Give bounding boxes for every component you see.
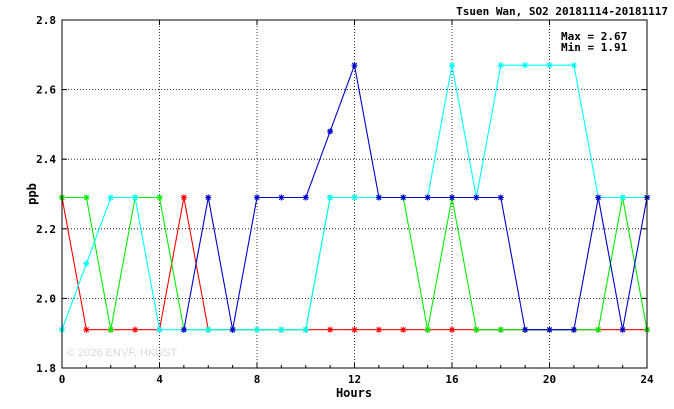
series-line bbox=[183, 63, 648, 331]
y-axis-label: ppb bbox=[25, 183, 39, 205]
x-tick-label: 16 bbox=[445, 373, 459, 386]
data-point bbox=[424, 326, 431, 333]
data-point bbox=[449, 62, 455, 69]
data-point bbox=[449, 326, 455, 333]
data-point bbox=[351, 62, 358, 69]
data-point bbox=[522, 62, 529, 69]
data-point bbox=[180, 194, 187, 201]
data-point bbox=[180, 326, 187, 333]
x-tick-label: 0 bbox=[59, 373, 66, 386]
data-point bbox=[132, 326, 139, 333]
max-annotation: Max = 2.67 bbox=[561, 30, 627, 43]
data-point bbox=[400, 194, 407, 201]
data-point bbox=[156, 194, 163, 201]
chart-title: Tsuen Wan, SO2 20181114-20181117 bbox=[456, 5, 668, 18]
data-point bbox=[375, 326, 382, 333]
data-point bbox=[497, 194, 504, 201]
data-point bbox=[619, 194, 626, 201]
x-tick-label: 20 bbox=[543, 373, 556, 386]
data-point bbox=[424, 194, 431, 201]
data-point bbox=[83, 194, 90, 201]
data-point bbox=[595, 326, 602, 333]
data-point bbox=[302, 326, 309, 333]
data-point bbox=[327, 194, 334, 201]
data-point bbox=[278, 326, 285, 333]
y-tick-label: 2.2 bbox=[36, 223, 56, 236]
data-point bbox=[351, 194, 358, 201]
series-4 bbox=[180, 62, 650, 333]
axis-ticks: 0 4 8 12 16 20 24 1.8 2.0 2.2 2.4 2.6 2.8 bbox=[36, 14, 654, 386]
data-point bbox=[546, 326, 553, 333]
data-point bbox=[107, 326, 114, 333]
data-point bbox=[205, 326, 212, 333]
x-tick-label: 8 bbox=[254, 373, 261, 386]
x-axis-label: Hours bbox=[336, 386, 372, 400]
data-point bbox=[327, 326, 334, 333]
x-tick-label: 24 bbox=[640, 373, 654, 386]
data-point bbox=[570, 62, 577, 69]
data-point bbox=[619, 326, 626, 333]
data-point bbox=[83, 326, 90, 333]
data-point bbox=[229, 326, 236, 333]
data-point bbox=[254, 326, 260, 333]
y-tick-label: 2.0 bbox=[36, 292, 56, 305]
data-point bbox=[546, 62, 553, 69]
data-point bbox=[302, 194, 309, 201]
data-point bbox=[497, 62, 504, 69]
data-point bbox=[595, 194, 602, 201]
data-point bbox=[254, 194, 260, 201]
data-point bbox=[132, 194, 139, 201]
y-tick-label: 1.8 bbox=[36, 362, 56, 375]
data-point bbox=[497, 326, 504, 333]
grid-lines bbox=[62, 20, 647, 368]
data-point bbox=[522, 326, 529, 333]
series-lines bbox=[59, 62, 650, 333]
data-point bbox=[278, 194, 285, 201]
x-tick-label: 12 bbox=[348, 373, 361, 386]
data-point bbox=[473, 326, 480, 333]
y-tick-label: 2.6 bbox=[36, 84, 56, 97]
watermark: © 2026 ENVF, HKUST bbox=[67, 347, 177, 359]
data-point bbox=[107, 194, 114, 201]
data-point bbox=[449, 194, 455, 201]
y-tick-label: 2.4 bbox=[36, 153, 56, 166]
data-point bbox=[473, 194, 480, 201]
min-annotation: Min = 1.91 bbox=[561, 41, 628, 54]
x-tick-label: 4 bbox=[156, 373, 163, 386]
data-point bbox=[205, 194, 212, 201]
data-point bbox=[327, 128, 334, 135]
data-point bbox=[156, 326, 163, 333]
data-point bbox=[400, 326, 407, 333]
data-point bbox=[570, 326, 577, 333]
y-tick-label: 2.8 bbox=[36, 14, 56, 27]
data-point bbox=[83, 260, 90, 267]
data-point bbox=[375, 194, 382, 201]
data-point bbox=[351, 326, 358, 333]
